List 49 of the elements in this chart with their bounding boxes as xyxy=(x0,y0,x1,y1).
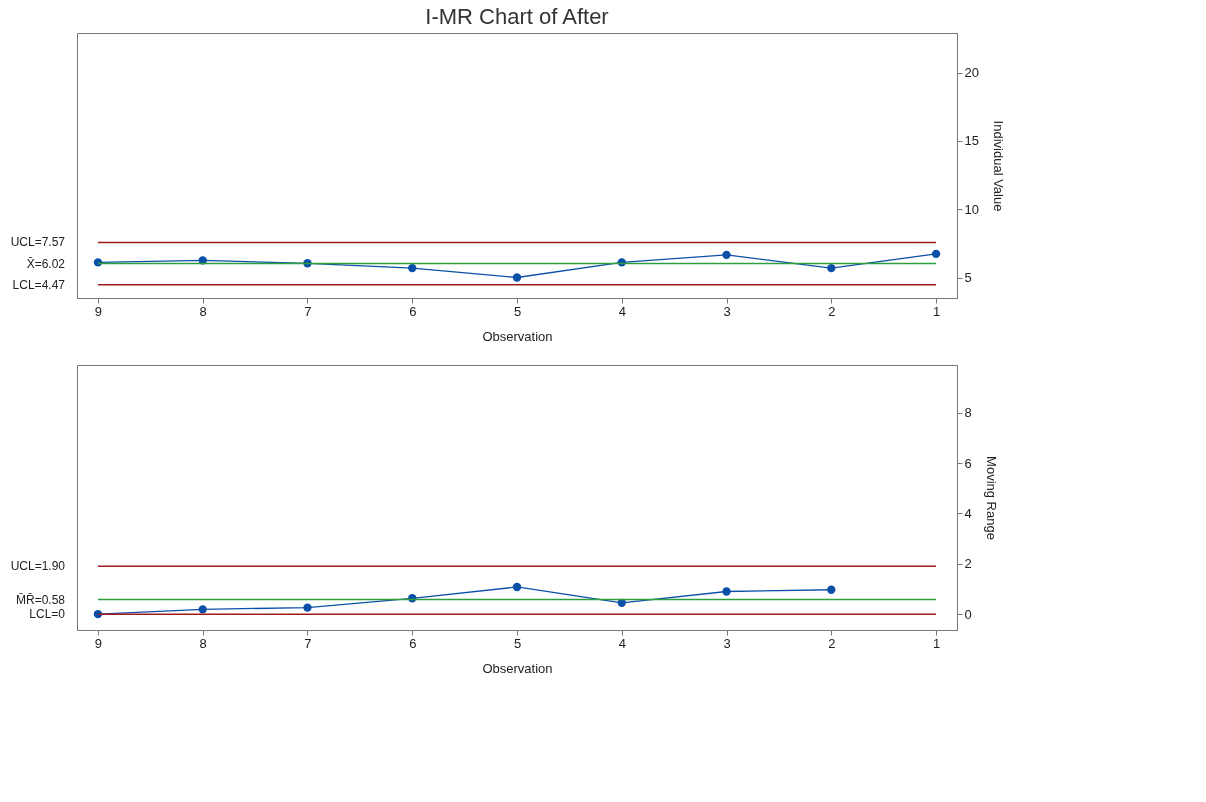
x-tick-label: 7 xyxy=(304,303,312,319)
x-tick-label: 4 xyxy=(618,303,626,319)
x-tick-label: 7 xyxy=(304,635,312,651)
x-tick-label: 1 xyxy=(932,303,941,319)
point xyxy=(827,585,836,594)
ref-line-label: UCL=7.57 xyxy=(10,235,66,250)
y-axis-title: Moving Range xyxy=(983,456,999,540)
x-tick-label: 2 xyxy=(828,635,836,651)
y-axis-title: Individual Value xyxy=(990,120,1006,212)
point xyxy=(722,250,731,260)
ref-line-label: UCL=1.90 xyxy=(10,559,66,574)
x-tick-label: 3 xyxy=(723,303,731,319)
x-tick-label: 6 xyxy=(409,303,417,319)
point xyxy=(303,603,312,612)
y-tick-label: 0 xyxy=(964,606,972,622)
chart-title: I-MR Chart of After xyxy=(425,4,609,29)
x-tick-label: 1 xyxy=(932,635,941,651)
y-tick-label: 8 xyxy=(964,405,972,421)
point xyxy=(722,587,731,596)
x-tick-label: 8 xyxy=(199,303,207,319)
x-axis-title: Observation xyxy=(482,328,553,344)
y-tick-label: 2 xyxy=(964,556,972,572)
y-tick-label: 20 xyxy=(964,65,979,81)
ref-line-label: LCL=0 xyxy=(29,607,66,622)
x-tick-label: 5 xyxy=(513,635,522,651)
y-tick-label: 5 xyxy=(964,270,972,286)
point xyxy=(93,258,103,267)
point xyxy=(408,263,417,273)
y-tick-label: 10 xyxy=(964,201,979,217)
point xyxy=(931,249,941,259)
y-tick-label: 6 xyxy=(964,455,972,471)
point xyxy=(512,273,522,282)
x-tick-label: 9 xyxy=(94,303,103,319)
x-tick-label: 9 xyxy=(94,635,103,651)
x-tick-label: 5 xyxy=(513,303,522,319)
point xyxy=(512,582,522,592)
x-axis-title: Observation xyxy=(482,660,553,676)
y-tick-label: 15 xyxy=(964,133,979,149)
y-tick-label: 4 xyxy=(964,505,972,521)
point xyxy=(827,263,836,273)
x-tick-label: 8 xyxy=(199,635,207,651)
ref-line-label: LCL=4.47 xyxy=(12,277,66,292)
x-tick-label: 4 xyxy=(618,635,626,651)
x-tick-label: 2 xyxy=(828,303,836,319)
x-tick-label: 3 xyxy=(723,635,731,651)
x-tick-label: 6 xyxy=(409,635,417,651)
ref-line-label: M̄R̄=0.58 xyxy=(15,592,66,607)
ref-line-label: X̄=6.02 xyxy=(26,256,66,271)
point xyxy=(198,605,207,614)
